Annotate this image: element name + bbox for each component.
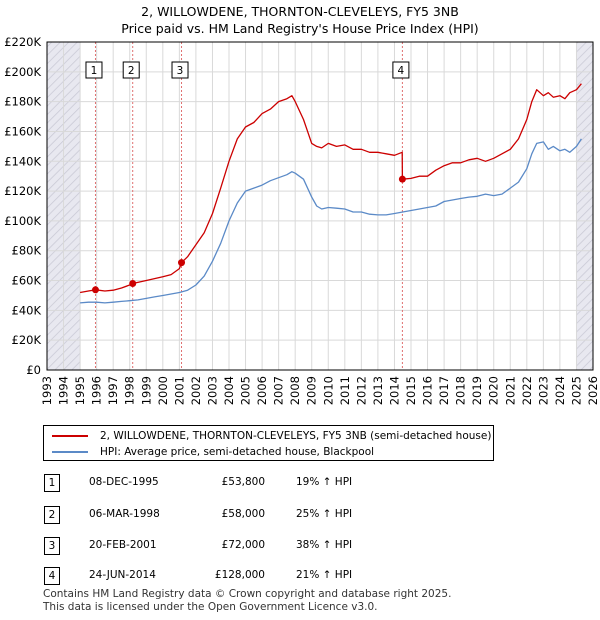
x-tick-label: 2004 — [222, 376, 236, 405]
sale-marker-label: 4 — [398, 65, 405, 77]
x-tick-label: 2000 — [156, 376, 170, 405]
transaction-number: 4 — [44, 567, 60, 585]
x-tick-label: 2018 — [454, 376, 468, 405]
x-tick-label: 1995 — [73, 376, 87, 405]
x-tick-label: 2003 — [205, 376, 219, 405]
transaction-hpi: 38% ↑ HPI — [296, 539, 353, 551]
transaction-number: 3 — [44, 537, 60, 555]
transaction-number: 2 — [44, 506, 60, 524]
x-tick-label: 2008 — [288, 376, 302, 405]
x-tick-label: 1996 — [90, 376, 104, 405]
plot-border — [46, 41, 594, 371]
sale-marker-box — [171, 61, 189, 79]
x-tick-label: 2023 — [536, 376, 550, 405]
y-tick-label: £180K — [4, 95, 41, 109]
x-tick-label: 2017 — [437, 376, 451, 405]
transaction-row: 2 06-MAR-1998 £58,000 25% ↑ HPI — [43, 506, 543, 526]
transaction-row: 1 08-DEC-1995 £53,800 19% ↑ HPI — [43, 474, 543, 494]
y-tick-label: £160K — [4, 124, 41, 138]
transaction-date: 08-DEC-1995 — [89, 476, 159, 488]
chart-title: 2, WILLOWDENE, THORNTON-CLEVELEYS, FY5 3… — [141, 4, 459, 19]
sale-marker-label: 2 — [128, 65, 135, 77]
sale-point — [178, 259, 186, 267]
x-tick-label: 2024 — [553, 376, 567, 405]
sale-marker-label: 3 — [177, 65, 184, 77]
legend-swatch-hpi — [52, 451, 88, 453]
sale-point — [129, 280, 137, 288]
x-tick-label: 2010 — [321, 376, 335, 405]
x-tick-label: 2001 — [172, 376, 186, 405]
x-tick-label: 1999 — [139, 376, 153, 405]
transaction-row: 3 20-FEB-2001 £72,000 38% ↑ HPI — [43, 537, 543, 557]
x-tick-label: 1997 — [106, 376, 120, 405]
sale-marker-label: 1 — [91, 65, 98, 77]
transaction-price: £72,000 — [221, 539, 265, 551]
footer-copyright: Contains HM Land Registry data © Crown c… — [43, 588, 452, 600]
transaction-price: £58,000 — [221, 508, 265, 520]
transaction-date: 24-JUN-2014 — [89, 569, 156, 581]
transaction-date: 20-FEB-2001 — [89, 539, 157, 551]
x-tick-label: 2002 — [189, 376, 203, 405]
y-tick-label: £140K — [4, 154, 41, 168]
sale-point — [91, 286, 99, 294]
x-tick-label: 2022 — [520, 376, 534, 405]
y-tick-label: £200K — [4, 65, 41, 79]
price-chart: £0 £20K £40K £60K £80K £100K £120K £140K £160K £1… — [4, 35, 600, 405]
y-tick-label: £100K — [4, 214, 41, 228]
transaction-number: 1 — [44, 474, 60, 492]
legend-label-property: 2, WILLOWDENE, THORNTON-CLEVELEYS, FY5 3… — [100, 430, 492, 442]
y-tick-label: £20K — [12, 333, 42, 347]
x-tick-label: 2011 — [338, 376, 352, 405]
transaction-date: 06-MAR-1998 — [89, 508, 160, 520]
footer-licence: This data is licensed under the Open Gov… — [43, 601, 378, 613]
x-tick-label: 2016 — [421, 376, 435, 405]
shaded-region — [576, 42, 593, 370]
legend-label-hpi: HPI: Average price, semi-detached house,… — [100, 446, 375, 458]
x-tick-label: 2026 — [586, 376, 600, 405]
transaction-hpi: 19% ↑ HPI — [296, 476, 353, 488]
transaction-price: £128,000 — [214, 569, 265, 581]
sale-point — [398, 175, 406, 183]
x-tick-label: 2019 — [470, 376, 484, 405]
y-tick-label: £60K — [12, 274, 42, 288]
x-tick-label: 2021 — [503, 376, 517, 405]
sale-marker-box — [85, 61, 103, 79]
x-tick-label: 2020 — [487, 376, 501, 405]
y-tick-label: £0 — [26, 363, 41, 377]
x-tick-label: 1998 — [123, 376, 137, 405]
x-tick-label: 1994 — [57, 376, 71, 405]
chart-subtitle: Price paid vs. HM Land Registry's House … — [121, 21, 479, 36]
y-tick-label: £80K — [12, 244, 42, 258]
y-tick-label: £120K — [4, 184, 41, 198]
legend-item-property: 2, WILLOWDENE, THORNTON-CLEVELEYS, FY5 3… — [52, 428, 491, 444]
transaction-price: £53,800 — [221, 476, 265, 488]
x-tick-label: 2012 — [354, 376, 368, 405]
x-tick-label: 2007 — [272, 376, 286, 405]
sale-marker-box — [122, 61, 140, 79]
x-tick-label: 2025 — [569, 376, 583, 405]
x-tick-label: 2014 — [387, 376, 401, 405]
x-tick-label: 2015 — [404, 376, 418, 405]
transaction-hpi: 21% ↑ HPI — [296, 569, 353, 581]
sale-marker-box — [392, 61, 410, 79]
legend: 2, WILLOWDENE, THORNTON-CLEVELEYS, FY5 3… — [43, 425, 494, 461]
x-tick-label: 2009 — [305, 376, 319, 405]
transaction-row: 4 24-JUN-2014 £128,000 21% ↑ HPI — [43, 567, 543, 587]
x-tick-label: 2005 — [239, 376, 253, 405]
legend-swatch-property — [52, 435, 88, 437]
legend-item-hpi: HPI: Average price, semi-detached house,… — [52, 444, 374, 460]
property-price-line — [79, 83, 582, 294]
plot-area — [47, 42, 593, 370]
hpi-line — [80, 138, 582, 304]
transaction-hpi: 25% ↑ HPI — [296, 508, 353, 520]
x-tick-label: 2013 — [371, 376, 385, 405]
y-tick-label: £220K — [4, 35, 41, 49]
y-tick-label: £40K — [12, 303, 42, 317]
x-tick-label: 2006 — [255, 376, 269, 405]
x-tick-label: 1993 — [40, 376, 54, 405]
